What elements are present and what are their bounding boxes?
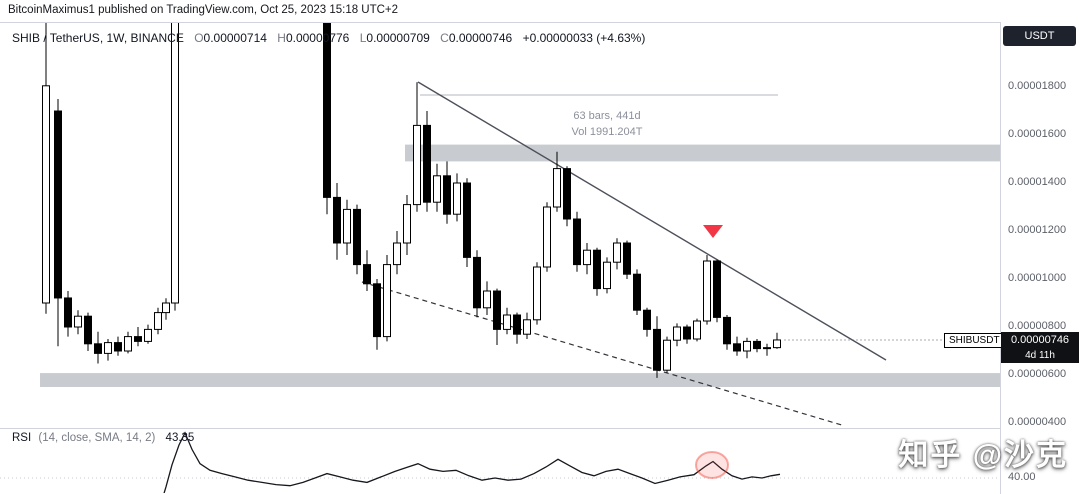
price-axis-label: 0.00000600 <box>1008 368 1067 380</box>
dashed-support-trendline[interactable] <box>361 281 846 427</box>
measure-volume-label: Vol 1991.204T <box>571 126 643 138</box>
main-price-pane[interactable] <box>40 22 1000 427</box>
open-label: O <box>194 31 204 45</box>
change-value: +0.00000033 (+4.63%) <box>522 31 646 45</box>
price-axis[interactable]: 0.00001800 0.00001600 0.00001400 0.00001200… <box>1000 22 1080 494</box>
close-value: 0.00000746 <box>448 31 513 45</box>
price-axis-label: 0.00001800 <box>1008 80 1067 92</box>
rsi-value: 43.35 <box>165 432 195 444</box>
symbol-title[interactable]: SHIB / TetherUS, 1W, BINANCE <box>12 31 184 45</box>
price-axis-label: 0.00000400 <box>1008 416 1067 428</box>
descending-trendline[interactable] <box>417 81 887 361</box>
rsi-pane[interactable] <box>0 431 1000 494</box>
chart-legend[interactable]: SHIB / TetherUS, 1W, BINANCE O0.00000714… <box>12 31 645 45</box>
rsi-line <box>163 431 781 493</box>
sell-signal-triangle-icon[interactable] <box>703 225 723 238</box>
open-value: 0.00000714 <box>203 31 267 45</box>
symbol-price-tag: SHIBUSDT <box>944 332 1005 348</box>
measure-bars-label: 63 bars, 441d <box>573 110 641 122</box>
price-axis-label: 0.00000800 <box>1008 320 1067 332</box>
last-price-tag: 0.00000746 <box>1001 331 1079 349</box>
low-value: 0.00000709 <box>366 31 430 45</box>
bar-countdown-tag: 4d 11h <box>1001 348 1079 363</box>
rsi-indicator-title[interactable]: RSI (14, close, SMA, 14, 2) 43.35 <box>12 432 194 444</box>
rsi-name: RSI <box>12 432 32 444</box>
price-axis-label: 0.00001400 <box>1008 176 1067 188</box>
candlestick-series <box>42 22 781 378</box>
zhihu-watermark: 知乎 @沙克 <box>898 439 1068 472</box>
attribution-text: BitcoinMaximus1 published on TradingView… <box>8 4 399 16</box>
rsi-highlight-circle[interactable] <box>695 451 729 479</box>
price-zone-rect[interactable] <box>405 144 1000 162</box>
price-axis-label: 0.00001200 <box>1008 224 1067 236</box>
high-label: H <box>277 31 286 45</box>
rsi-params: (14, close, SMA, 14, 2) <box>38 432 156 444</box>
close-label: C <box>440 31 449 45</box>
price-axis-label: 0.00001000 <box>1008 272 1067 284</box>
low-label: L <box>359 31 367 45</box>
currency-toggle-button[interactable]: USDT <box>1003 26 1076 46</box>
price-axis-label: 0.00001600 <box>1008 128 1067 140</box>
rsi-axis-label: 40.00 <box>1008 471 1036 483</box>
high-value: 0.00000776 <box>285 31 350 45</box>
price-zone-rect[interactable] <box>40 373 1000 387</box>
